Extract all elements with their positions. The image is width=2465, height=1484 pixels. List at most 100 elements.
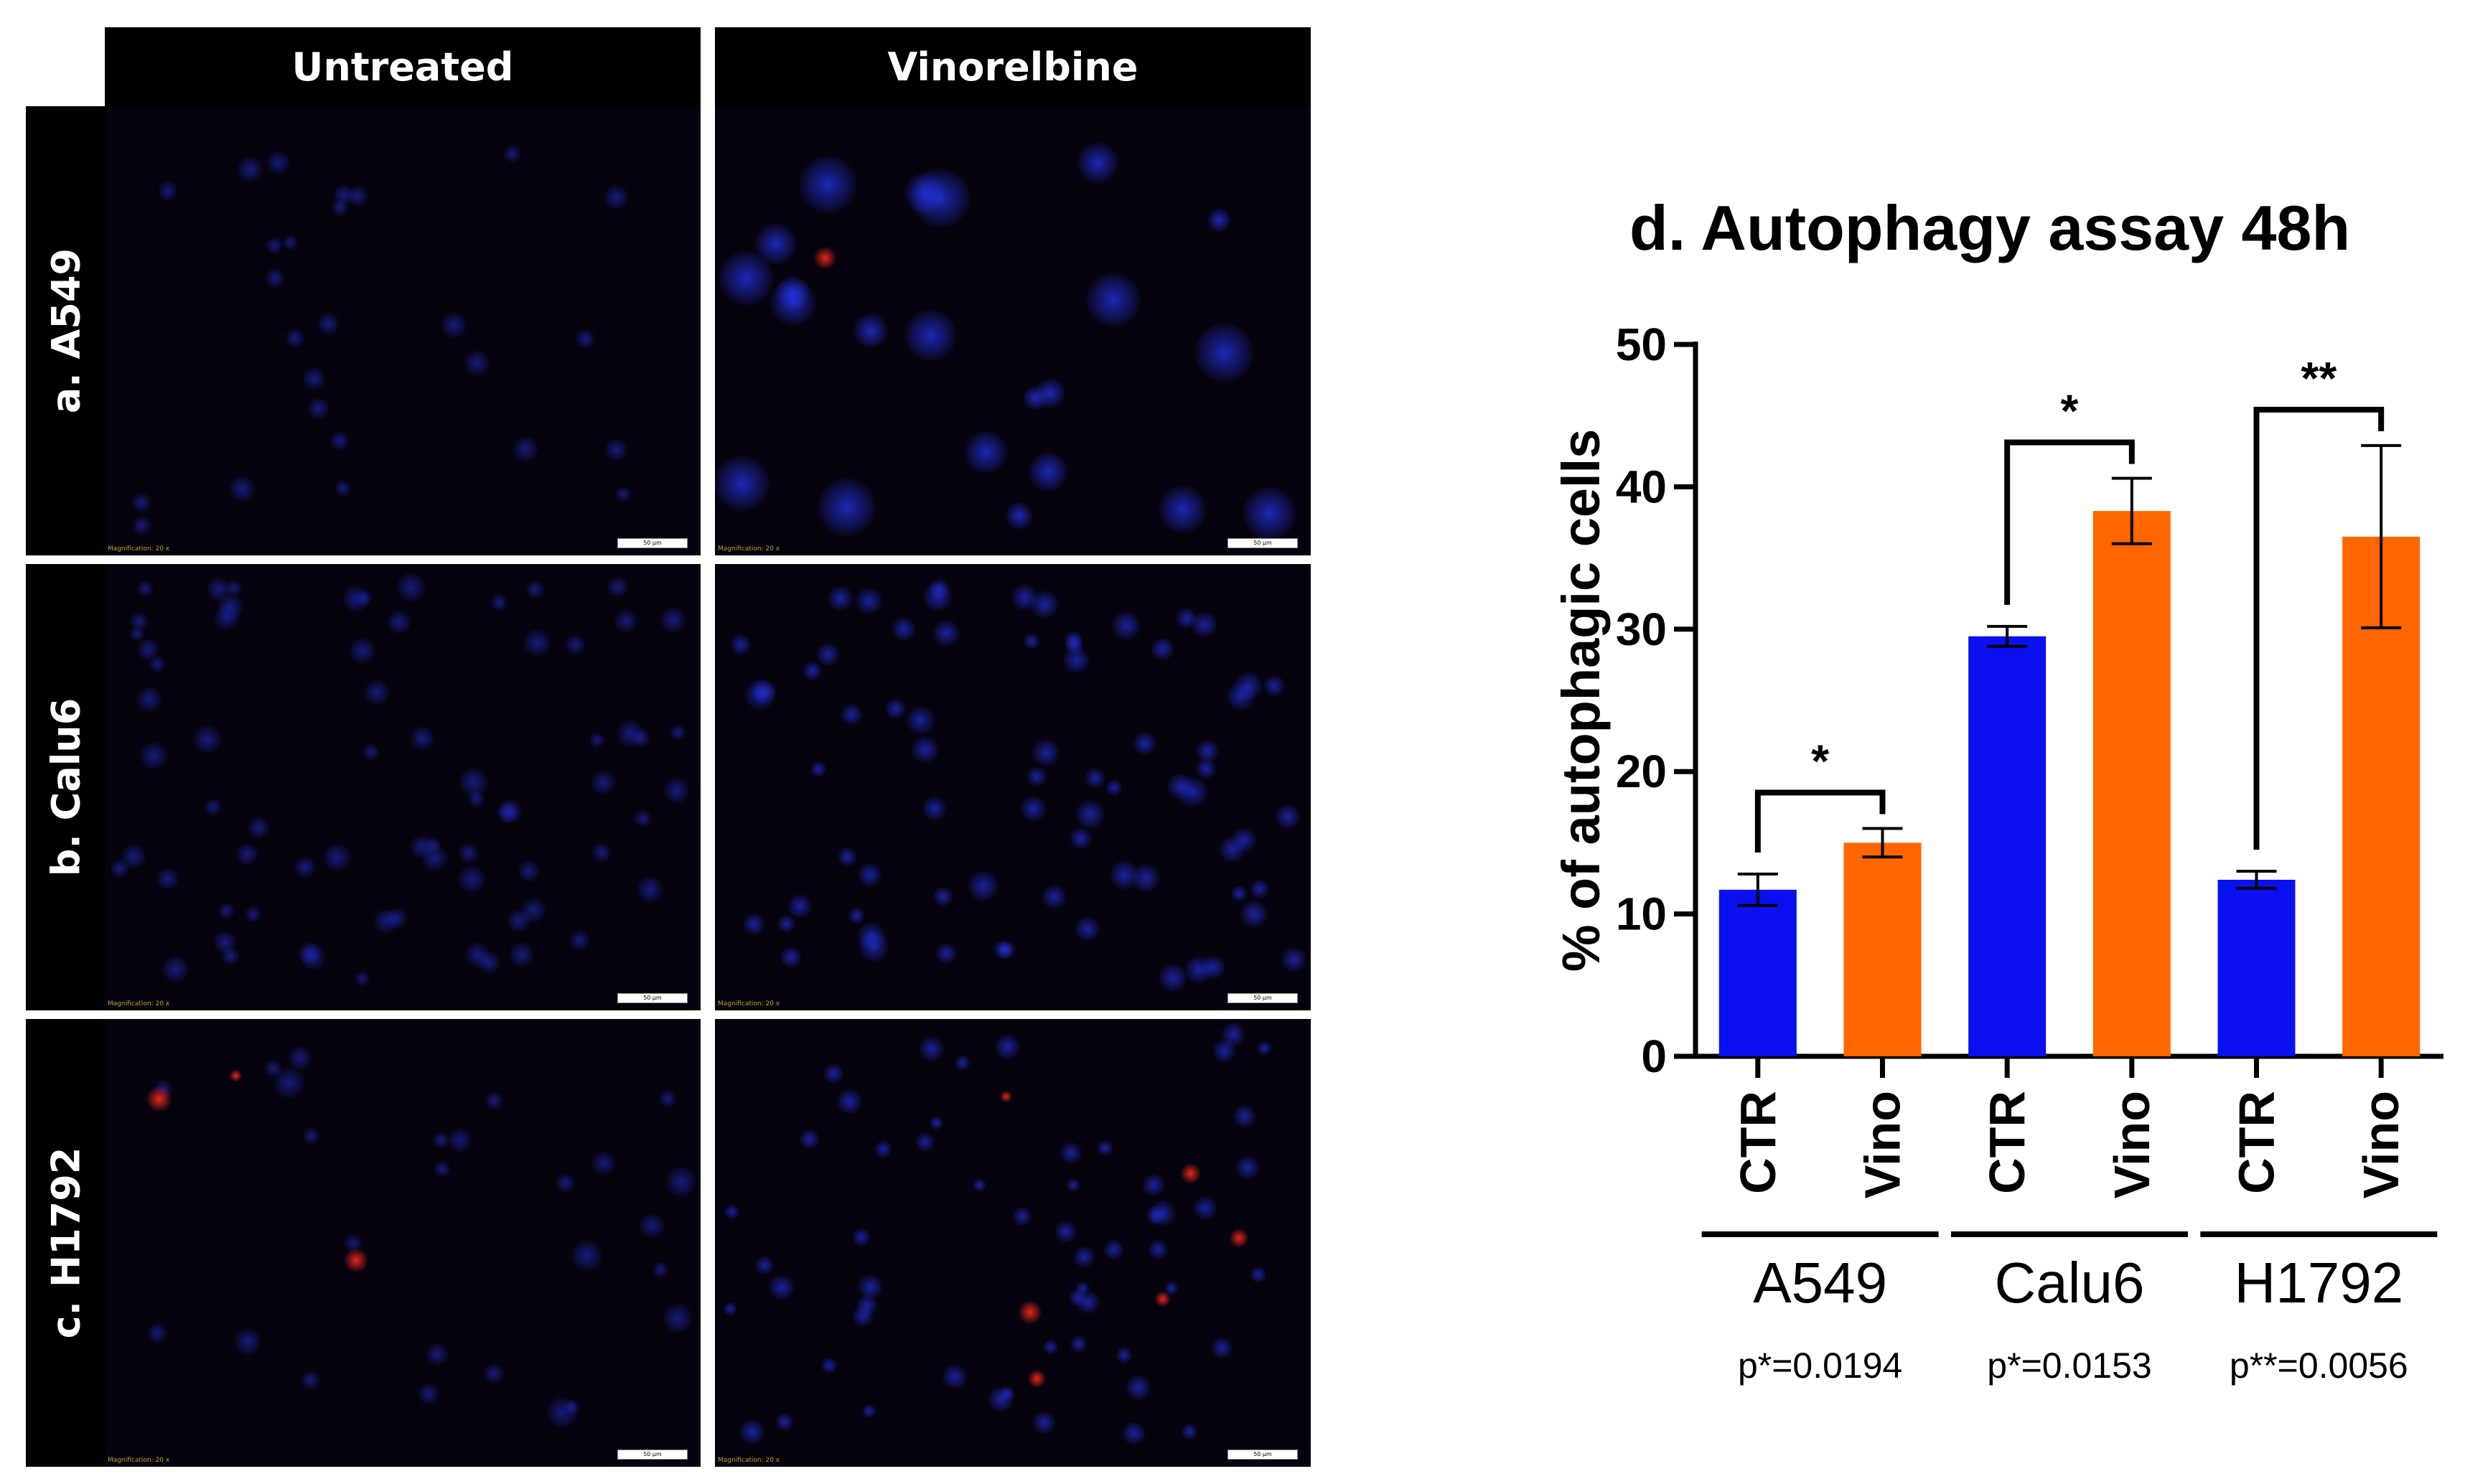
microscopy-figure: Untreated Vinorelbine a. A549 b. Calu6 c… (26, 27, 1311, 1467)
cell-nucleus (637, 876, 664, 903)
cell-nucleus (1043, 1339, 1059, 1355)
cell-nucleus (640, 1213, 665, 1238)
cell-nucleus (193, 725, 222, 753)
column-header-untreated: Untreated (105, 27, 701, 106)
cell-nucleus (853, 313, 889, 348)
cell-nucleus (248, 817, 270, 838)
cell-nucleus (777, 915, 795, 933)
cell-nucleus (458, 865, 486, 893)
cell-nucleus (787, 894, 812, 919)
cell-nucleus (972, 1178, 986, 1192)
x-tick-label: Vino (2104, 1091, 2160, 1198)
magnification-label: Magnification: 20 x (108, 1457, 170, 1464)
cell-nucleus (137, 639, 159, 660)
x-tick-label: Vino (2353, 1091, 2409, 1198)
autophagic-vesicle (146, 1086, 172, 1112)
cell-nucleus (347, 185, 368, 207)
cell-nucleus (303, 1127, 320, 1145)
cell-nucleus (497, 802, 518, 823)
cell-nucleus (1115, 1346, 1133, 1363)
cell-nucleus (129, 626, 145, 642)
cell-nucleus (132, 516, 151, 535)
scale-bar: 50 µm (617, 993, 688, 1003)
cell-nucleus (518, 860, 540, 882)
micrograph-h1792-vinorelbine: Magnification: 20 x 50 µm (715, 1019, 1311, 1467)
cell-nucleus (663, 1303, 693, 1333)
cell-nucleus (614, 610, 637, 633)
cell-nucleus (156, 868, 179, 890)
cell-nucleus (218, 903, 235, 919)
cell-nucleus (1221, 1023, 1245, 1047)
cells-layer (131, 145, 631, 535)
cell-nucleus (1233, 1104, 1256, 1128)
bar-a549-vino (1843, 842, 1922, 1056)
cell-nucleus (1194, 323, 1254, 382)
cell-nucleus (1065, 636, 1084, 655)
cell-nucleus (800, 1129, 820, 1150)
cell-nucleus (448, 1128, 472, 1152)
cells-layer (723, 1023, 1272, 1445)
cell-nucleus (1070, 1335, 1088, 1353)
bar-a549-ctr (1718, 889, 1797, 1056)
cell-nucleus (147, 1323, 167, 1343)
cell-nucleus (591, 770, 616, 795)
cell-nucleus (302, 367, 325, 390)
cell-nucleus (477, 951, 500, 975)
cell-nucleus (591, 1151, 616, 1175)
cell-nucleus (1110, 860, 1139, 890)
cell-nucleus (1012, 1206, 1032, 1226)
cell-nucleus (569, 930, 590, 951)
cell-nucleus (911, 736, 939, 764)
row-label-a549: a. A549 (26, 106, 106, 555)
cell-nucleus (589, 733, 604, 748)
cell-nucleus (780, 947, 802, 968)
scale-bar: 50 µm (1227, 538, 1298, 548)
cell-nucleus (1054, 1221, 1077, 1243)
cell-nucleus (1193, 1196, 1217, 1220)
cell-nucleus (396, 573, 426, 602)
cell-nucleus (1011, 584, 1038, 611)
cell-nucleus (1070, 827, 1093, 850)
cell-nucleus (770, 279, 816, 326)
cell-nucleus (904, 309, 957, 362)
cell-nucleus (968, 870, 999, 901)
cell-nucleus (571, 1240, 602, 1272)
cell-nucleus (513, 436, 538, 461)
cell-nucleus (266, 237, 283, 254)
micrograph-calu6-untreated: Magnification: 20 x 50 µm (105, 564, 701, 1010)
cell-nucleus (294, 856, 316, 878)
cell-nucleus (852, 1228, 871, 1246)
cell-nucleus (719, 250, 774, 306)
magnification-label: Magnification: 20 x (718, 1457, 780, 1464)
cell-nucleus (332, 199, 349, 216)
cell-nucleus (205, 799, 222, 815)
cell-nucleus (387, 610, 411, 634)
scale-bar: 50 µm (1227, 993, 1298, 1003)
cell-nucleus (1250, 1267, 1267, 1283)
cell-nucleus (266, 151, 290, 174)
cell-nucleus (523, 629, 551, 657)
cell-nucleus (838, 847, 857, 867)
cell-nucleus (995, 1034, 1021, 1059)
row-label-text: c. H1792 (43, 1147, 89, 1339)
micrograph-a549-vinorelbine: Magnification: 20 x 50 µm (715, 106, 1311, 555)
bar-h1792-ctr (2217, 879, 2296, 1056)
y-tick-label: 30 (1616, 604, 1667, 655)
cell-nucleus (856, 588, 882, 615)
cell-nucleus (874, 1140, 892, 1158)
y-tick-label: 0 (1641, 1030, 1667, 1082)
cell-nucleus (1201, 955, 1225, 980)
group-label-h1792: H1792 (2234, 1251, 2403, 1315)
significance-marker: * (1811, 736, 1829, 787)
cell-nucleus (670, 725, 686, 741)
significance-marker: ** (2301, 352, 2337, 404)
cell-nucleus (818, 478, 876, 537)
group-label-a549: A549 (1753, 1251, 1887, 1315)
cell-nucleus (1231, 886, 1248, 902)
cell-nucleus (820, 1357, 837, 1373)
cell-nucleus (739, 1419, 765, 1445)
cell-nucleus (885, 698, 906, 719)
row-label-text: a. A549 (43, 248, 89, 414)
cell-nucleus (1075, 916, 1100, 941)
cell-nucleus (137, 581, 154, 597)
